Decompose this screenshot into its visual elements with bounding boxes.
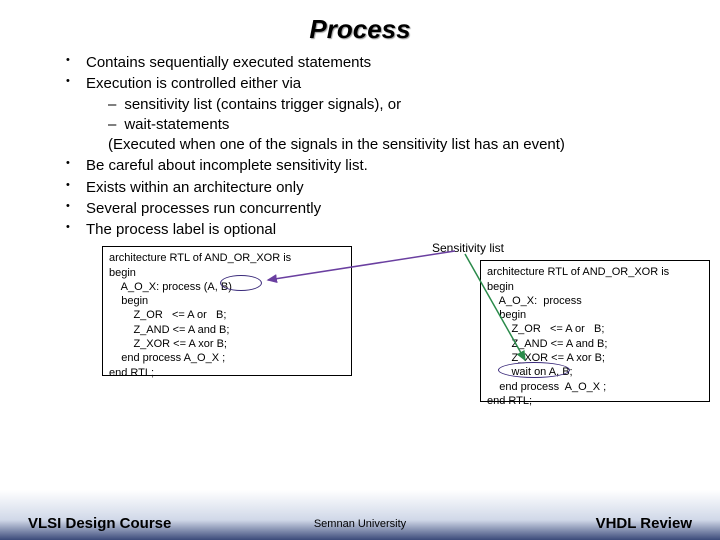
footer-right: VHDL Review bbox=[596, 515, 692, 532]
bullet-list: Contains sequentially executed statement… bbox=[60, 53, 690, 240]
sub-item: wait-statements bbox=[108, 115, 690, 135]
bullet-item: Execution is controlled either via sensi… bbox=[60, 74, 690, 155]
bullet-item: Be careful about incomplete sensitivity … bbox=[60, 156, 690, 176]
bullet-item: The process label is optional bbox=[60, 220, 690, 240]
bullet-text: Exists within an architecture only bbox=[86, 179, 304, 196]
bullet-text: The process label is optional bbox=[86, 221, 276, 238]
slide-title: Process bbox=[0, 0, 720, 45]
sub-item: sensitivity list (contains trigger signa… bbox=[108, 95, 690, 115]
bullet-text: Several processes run concurrently bbox=[86, 200, 321, 217]
content-area: Contains sequentially executed statement… bbox=[0, 45, 720, 240]
code-box-left: architecture RTL of AND_OR_XOR is begin … bbox=[102, 246, 352, 376]
paren-note: (Executed when one of the signals in the… bbox=[86, 135, 690, 155]
bullet-item: Contains sequentially executed statement… bbox=[60, 53, 690, 73]
code-box-right: architecture RTL of AND_OR_XOR is begin … bbox=[480, 260, 710, 402]
footer-left: VLSI Design Course bbox=[28, 515, 171, 532]
sensitivity-label: Sensitivity list bbox=[432, 241, 504, 255]
sub-list: sensitivity list (contains trigger signa… bbox=[86, 95, 690, 136]
bullet-item: Exists within an architecture only bbox=[60, 178, 690, 198]
footer-center: Semnan University bbox=[314, 518, 406, 530]
bullet-text: Contains sequentially executed statement… bbox=[86, 54, 371, 71]
bullet-text: Be careful about incomplete sensitivity … bbox=[86, 157, 368, 174]
bullet-text: Execution is controlled either via bbox=[86, 75, 301, 92]
bullet-item: Several processes run concurrently bbox=[60, 199, 690, 219]
